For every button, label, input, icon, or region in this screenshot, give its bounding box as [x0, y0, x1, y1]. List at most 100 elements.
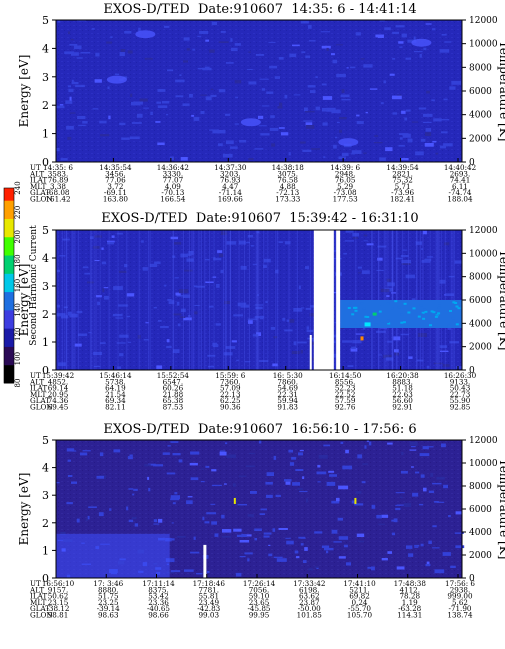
speckle [157, 89, 166, 92]
speckle [167, 299, 172, 301]
speckle [233, 528, 242, 532]
energy-tick-label: 0 [42, 156, 49, 169]
speckle [153, 523, 160, 525]
table-cell: 98.63 [98, 611, 119, 620]
streak [275, 230, 277, 370]
speckle [167, 69, 174, 72]
speckle [405, 57, 411, 60]
speckle [362, 270, 370, 275]
speckle [259, 78, 269, 80]
speckle [175, 95, 184, 98]
speckle [321, 45, 331, 49]
speckle [310, 90, 316, 93]
temp-tick-label: 6000 [469, 296, 492, 306]
speckle [441, 131, 448, 134]
speckle [101, 261, 107, 265]
speckle [426, 366, 430, 369]
speckle [332, 292, 339, 294]
speckle [67, 136, 72, 140]
speckle [439, 49, 450, 53]
table-cell: 17:33:42 [293, 579, 325, 588]
speckle [365, 111, 368, 114]
speckle [97, 301, 101, 305]
speckle [131, 122, 142, 124]
speckle [94, 79, 102, 83]
speckle [85, 518, 88, 521]
speckle [191, 114, 195, 117]
speckle [172, 255, 176, 258]
temp-tick-label: 4000 [469, 319, 492, 329]
speckle [238, 475, 247, 477]
speckle [421, 260, 431, 263]
speckle [77, 116, 86, 119]
speckle [273, 556, 283, 559]
colorbar-segment [4, 206, 14, 213]
speckle [388, 283, 392, 285]
speckle [78, 333, 88, 337]
table-cell: 53.42 [148, 592, 169, 601]
speckle [237, 302, 247, 307]
speckle [176, 294, 185, 297]
speckle [231, 340, 237, 343]
speckle [369, 88, 378, 90]
speckle [133, 488, 138, 491]
colorbar-segment [4, 273, 14, 280]
speckle [92, 108, 99, 110]
table-cell: 138.74 [447, 611, 473, 620]
table-cell: -55.70 [348, 604, 371, 613]
speckle [211, 469, 217, 472]
table-cell: 63.62 [299, 592, 320, 601]
speckle [63, 306, 68, 309]
speckle [297, 341, 307, 344]
band-speckle [429, 324, 432, 327]
speckle [416, 359, 424, 362]
speckle [422, 121, 432, 123]
band-speckle [369, 316, 373, 319]
band-speckle [419, 313, 423, 316]
streak [72, 230, 74, 370]
speckle [420, 543, 424, 547]
speckle [145, 322, 149, 324]
streak [200, 230, 202, 370]
speckle [242, 534, 252, 537]
speckle [420, 474, 425, 478]
speckle [285, 481, 291, 485]
speckle [252, 334, 259, 337]
speckle [298, 452, 303, 456]
speckle [161, 101, 170, 104]
speckle [59, 104, 64, 106]
speckle [126, 506, 129, 511]
speckle [121, 137, 130, 140]
energy-tick-label: 4 [42, 462, 49, 475]
speckle [180, 157, 188, 161]
speckle [137, 335, 141, 339]
table-cell: 14:38:18 [272, 163, 305, 172]
temp-tick-label: 0 [469, 366, 475, 376]
speckle [164, 25, 170, 28]
speckle [381, 558, 388, 561]
streak [172, 230, 174, 370]
band-speckle [374, 323, 378, 326]
speckle [222, 536, 231, 538]
speckle [332, 59, 338, 64]
speckle [148, 463, 156, 466]
speckle [186, 500, 193, 505]
speckle [144, 464, 151, 467]
speckle [197, 67, 205, 70]
speckle [254, 304, 264, 306]
speckle [119, 52, 125, 57]
speckle [88, 332, 92, 334]
speckle [377, 34, 384, 38]
speckle [174, 492, 178, 495]
temp-tick-label: 8000 [469, 63, 492, 73]
speckle [171, 538, 175, 541]
speckle [430, 472, 434, 477]
streak [74, 230, 76, 370]
band-speckle [376, 309, 379, 312]
streak [296, 230, 298, 370]
speckle [221, 514, 225, 519]
table-cell: 17:26:14 [243, 579, 276, 588]
speckle [67, 459, 71, 462]
streak [309, 230, 311, 370]
streak [213, 230, 215, 370]
